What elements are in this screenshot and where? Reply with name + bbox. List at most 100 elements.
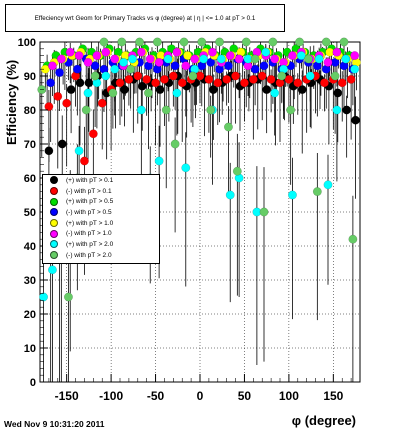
data-point bbox=[216, 54, 226, 64]
data-point bbox=[80, 156, 89, 166]
data-point bbox=[250, 64, 260, 74]
data-point bbox=[84, 78, 94, 88]
data-point bbox=[39, 292, 48, 302]
y-tick-label: 40 bbox=[24, 241, 36, 253]
data-point bbox=[154, 58, 164, 67]
data-point bbox=[75, 78, 85, 88]
data-point bbox=[144, 88, 153, 98]
data-point bbox=[110, 54, 120, 64]
data-point bbox=[128, 54, 137, 64]
legend-label: (+) with pT > 0.1 bbox=[66, 176, 114, 184]
data-point bbox=[222, 75, 232, 84]
data-point bbox=[266, 75, 276, 84]
data-point bbox=[332, 105, 342, 115]
data-point bbox=[55, 68, 64, 78]
legend-entry: (+) with pT > 2.0 bbox=[43, 239, 159, 250]
y-tick-label: 100 bbox=[18, 37, 36, 49]
legend-label: (-) with pT > 1.0 bbox=[66, 230, 112, 238]
legend-marker bbox=[50, 251, 58, 260]
data-point bbox=[62, 98, 72, 108]
data-point bbox=[234, 54, 244, 64]
data-point bbox=[208, 85, 218, 95]
data-point bbox=[74, 146, 84, 156]
data-point bbox=[199, 54, 208, 64]
data-point bbox=[262, 85, 272, 95]
legend-label: (+) with pT > 0.5 bbox=[66, 198, 114, 206]
data-point bbox=[304, 54, 313, 64]
legend-marker bbox=[50, 197, 58, 206]
data-point bbox=[90, 71, 100, 81]
data-point bbox=[83, 58, 93, 67]
y-tick-label: 20 bbox=[24, 309, 36, 321]
data-point bbox=[337, 78, 347, 88]
data-point bbox=[136, 105, 146, 115]
data-point bbox=[64, 292, 73, 302]
data-point bbox=[224, 61, 233, 71]
data-point bbox=[350, 51, 360, 60]
data-point bbox=[232, 166, 242, 176]
y-axis-label: Efficiency (%) bbox=[4, 59, 19, 145]
x-tick-label: 0 bbox=[197, 389, 204, 403]
legend-marker bbox=[50, 219, 58, 228]
data-point bbox=[170, 61, 180, 71]
data-point bbox=[145, 54, 155, 64]
x-tick-label: 50 bbox=[238, 389, 252, 403]
data-point bbox=[293, 78, 303, 88]
data-point bbox=[320, 78, 329, 88]
data-point bbox=[250, 54, 260, 64]
data-point bbox=[177, 78, 187, 88]
chart-title: Effeciency wrt Geom for Primary Tracks v… bbox=[5, 4, 285, 32]
data-point bbox=[213, 78, 223, 88]
data-point bbox=[44, 102, 54, 112]
data-point bbox=[257, 71, 267, 81]
data-point bbox=[83, 88, 93, 98]
data-point bbox=[117, 37, 127, 47]
data-point bbox=[321, 37, 331, 47]
legend-entry: (-) with pT > 0.5 bbox=[43, 207, 159, 218]
data-markers bbox=[37, 37, 361, 302]
data-point bbox=[90, 61, 100, 71]
data-point bbox=[66, 85, 76, 95]
data-point bbox=[170, 139, 180, 149]
x-tick-label: 150 bbox=[323, 389, 343, 403]
data-point bbox=[297, 85, 307, 95]
legend-entry: (-) with pT > 1.0 bbox=[43, 228, 159, 239]
data-point bbox=[259, 207, 269, 217]
data-point bbox=[160, 75, 169, 84]
data-point bbox=[155, 85, 165, 95]
legend-label: (-) with pT > 2.0 bbox=[66, 251, 112, 259]
data-point bbox=[231, 71, 240, 81]
data-point bbox=[120, 85, 129, 95]
data-point bbox=[206, 105, 216, 115]
data-point bbox=[99, 37, 109, 47]
data-point bbox=[241, 37, 251, 47]
data-point bbox=[142, 75, 152, 84]
data-point bbox=[163, 54, 173, 64]
x-axis-label: φ (degree) bbox=[291, 413, 356, 428]
x-axis-ticks: -150 -100 -50 0 50 100 150 bbox=[48, 374, 352, 403]
legend-marker bbox=[50, 240, 58, 249]
data-point bbox=[188, 71, 198, 81]
legend-label: (-) with pT > 0.1 bbox=[66, 187, 112, 195]
data-point bbox=[92, 51, 102, 60]
data-point bbox=[305, 71, 315, 81]
y-tick-label: 30 bbox=[24, 275, 36, 287]
data-point bbox=[168, 71, 178, 81]
legend-entry: (+) with pT > 0.1 bbox=[43, 175, 159, 186]
data-point bbox=[124, 75, 134, 84]
data-point bbox=[225, 51, 235, 60]
data-point bbox=[65, 47, 75, 57]
data-point bbox=[183, 51, 192, 60]
data-point bbox=[248, 75, 258, 84]
x-tick-label: -100 bbox=[99, 389, 123, 403]
data-point bbox=[215, 37, 224, 47]
data-point bbox=[57, 139, 67, 149]
data-point bbox=[323, 180, 333, 190]
data-point bbox=[136, 47, 146, 57]
data-point bbox=[323, 58, 333, 67]
data-point bbox=[204, 75, 214, 84]
data-point bbox=[312, 187, 322, 197]
x-tick-label: -50 bbox=[147, 389, 165, 403]
data-point bbox=[190, 54, 200, 64]
